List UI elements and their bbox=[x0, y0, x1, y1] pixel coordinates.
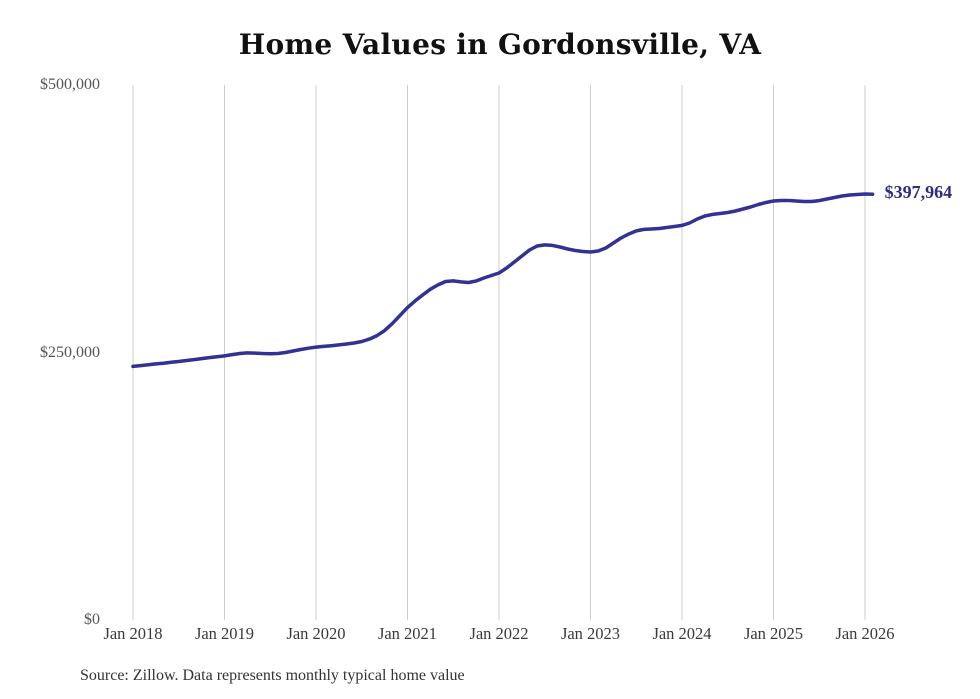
chart-title: Home Values in Gordonsville, VA bbox=[238, 28, 762, 61]
x-tick-label-jan-2026: Jan 2026 bbox=[835, 624, 895, 643]
y-tick-label-0: $0 bbox=[84, 611, 100, 628]
home-value-line bbox=[131, 192, 875, 369]
x-tick-label-jan-2020: Jan 2020 bbox=[286, 624, 346, 643]
latest-value-label: $397,964 bbox=[884, 182, 953, 203]
x-tick-label-jan-2025: Jan 2025 bbox=[743, 624, 804, 643]
x-tick-label-jan-2024: Jan 2024 bbox=[652, 624, 712, 643]
x-tick-label-jan-2019: Jan 2019 bbox=[194, 624, 255, 643]
x-tick-label-jan-2022: Jan 2022 bbox=[469, 624, 529, 643]
y-tick-label-500k: $500,000 bbox=[40, 76, 100, 93]
y-tick-label-250k: $250,000 bbox=[40, 343, 100, 361]
x-tick-label-jan-2018: Jan 2018 bbox=[103, 624, 163, 643]
x-tick-label-jan-2021: Jan 2021 bbox=[377, 624, 438, 643]
x-tick-label-jan-2023: Jan 2023 bbox=[560, 624, 621, 643]
source-note: Source: Zillow. Data represents monthly … bbox=[80, 667, 465, 684]
